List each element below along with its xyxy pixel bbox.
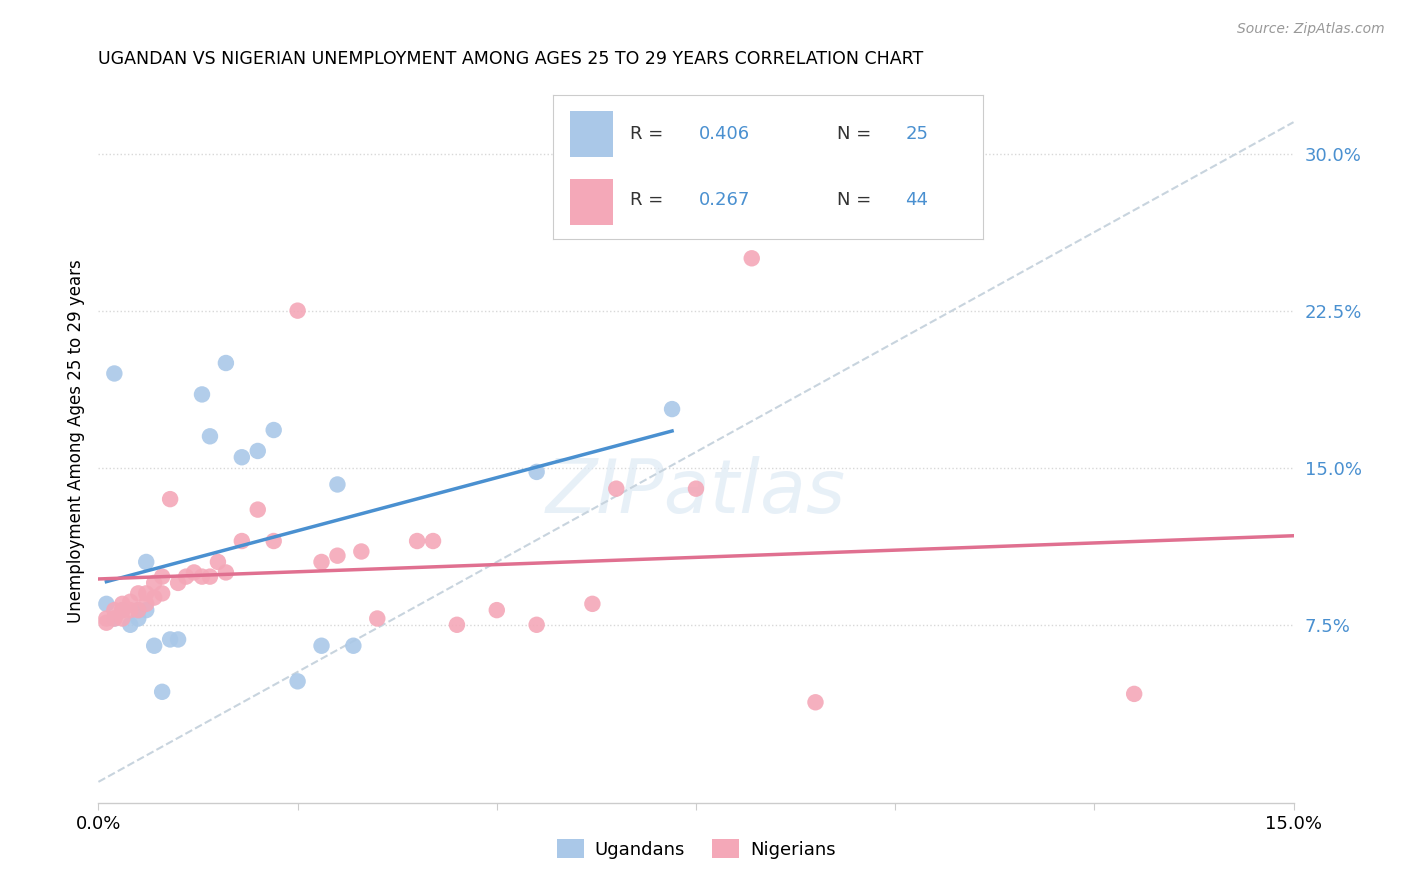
Point [127,603,149,617]
Point [198,569,221,583]
Point [191,387,214,401]
Point [446,617,468,632]
Point [741,252,763,266]
Point [311,639,333,653]
Point [526,617,548,632]
Point [96,615,118,630]
Point [159,492,181,507]
Point [215,566,238,580]
Point [159,632,181,647]
Point [366,611,388,625]
Point [246,502,269,516]
Point [127,603,149,617]
Point [231,534,253,549]
Point [804,695,827,709]
Point [120,595,142,609]
Point [143,575,166,590]
Point [96,611,118,625]
Point [605,482,627,496]
Point [150,569,173,583]
Point [120,603,142,617]
Text: UGANDAN VS NIGERIAN UNEMPLOYMENT AMONG AGES 25 TO 29 YEARS CORRELATION CHART: UGANDAN VS NIGERIAN UNEMPLOYMENT AMONG A… [98,50,924,68]
Point [183,566,205,580]
Point [143,639,166,653]
Point [111,597,134,611]
Point [342,639,364,653]
Point [167,575,190,590]
Point [135,597,157,611]
Point [685,482,707,496]
Point [485,603,508,617]
Point [167,632,190,647]
Point [661,402,683,417]
Point [150,685,173,699]
Point [96,597,118,611]
Point [111,611,134,625]
Point [263,534,285,549]
Text: ZIPatlas: ZIPatlas [546,456,846,528]
Point [231,450,253,465]
Point [111,603,134,617]
Point [326,549,349,563]
Point [287,303,309,318]
Point [263,423,285,437]
Point [422,534,444,549]
Point [103,611,125,625]
Point [103,603,125,617]
Point [143,591,166,605]
Point [311,555,333,569]
Point [135,603,157,617]
Point [406,534,429,549]
Point [135,555,157,569]
Point [103,367,125,381]
Point [287,674,309,689]
Point [1123,687,1146,701]
Point [127,586,149,600]
Point [191,569,214,583]
Point [127,611,149,625]
Point [581,597,603,611]
Point [120,617,142,632]
Point [174,569,197,583]
Point [326,477,349,491]
Text: Source: ZipAtlas.com: Source: ZipAtlas.com [1237,22,1385,37]
Point [150,586,173,600]
Y-axis label: Unemployment Among Ages 25 to 29 years: Unemployment Among Ages 25 to 29 years [66,260,84,624]
Point [526,465,548,479]
Point [246,444,269,458]
Point [135,586,157,600]
Point [103,611,125,625]
Point [111,603,134,617]
Point [198,429,221,443]
Legend: Ugandans, Nigerians: Ugandans, Nigerians [550,832,842,866]
Point [350,544,373,558]
Point [215,356,238,370]
Point [207,555,229,569]
